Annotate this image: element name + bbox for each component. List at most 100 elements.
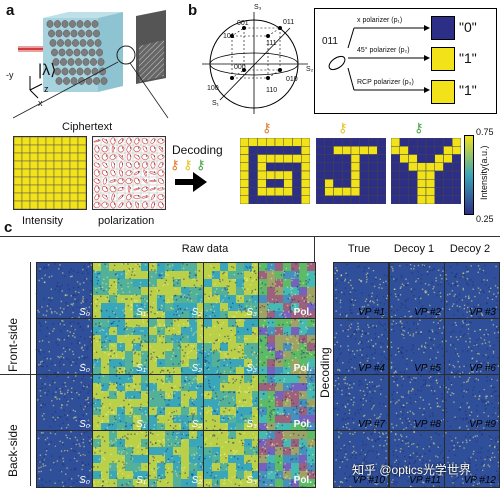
tile-label: VP #5 (414, 363, 441, 374)
decoding-tile-8: VP #8 (389, 374, 445, 432)
colorbar-title: Intensity(a.u.) (479, 145, 489, 200)
vertex-110: 110 (266, 87, 277, 94)
polarization-grid (92, 136, 166, 210)
tile-label: S₁ (136, 307, 146, 318)
result-swatch-3 (431, 80, 455, 104)
tile-label: S₀ (79, 475, 90, 486)
tile-label: S₂ (192, 475, 202, 486)
tile-label: S₃ (246, 419, 257, 430)
green-key-icon-2: ⚷ (414, 120, 424, 136)
tile-label: VP #2 (414, 307, 441, 318)
tile-label: Pol. (294, 419, 312, 430)
vertex-001: 001 (237, 20, 249, 27)
tile-label: S₁ (136, 475, 146, 486)
intensity-label: Intensity (22, 215, 63, 227)
decode-arrow-icon (175, 170, 209, 194)
colorbar (464, 135, 474, 215)
tile-label: Pol. (294, 363, 312, 374)
raw-tile-r1-c4: S₃ (203, 262, 261, 320)
decoding-header-true: True (333, 243, 385, 255)
result-value-1: "0" (459, 19, 477, 35)
raw-tile-r4-c2: S₁ (92, 430, 150, 488)
decoding-header-decoy2: Decoy 2 (442, 243, 498, 255)
raw-tile-r3-c5: Pol. (258, 374, 316, 432)
raw-tile-r3-c2: S₁ (92, 374, 150, 432)
vertex-011: 011 (283, 19, 294, 26)
tile-label: VP #4 (358, 363, 385, 374)
polarizer-row-2-label: 45° polarizer (p₂) (357, 47, 410, 54)
back-side-label: Back-side (6, 424, 20, 477)
polarizer-row-1-label: x polarizer (p₁) (357, 17, 402, 24)
panel-c-top-rule (0, 236, 500, 237)
axis-s1: S₁ (212, 100, 219, 107)
axis-s3: S₃ (254, 4, 262, 11)
decoding-tile-4: VP #4 (333, 318, 389, 376)
raw-tile-r3-c3: S₂ (148, 374, 206, 432)
decoding-tile-9: VP #9 (444, 374, 500, 432)
raw-tile-r1-c3: S₂ (148, 262, 206, 320)
tile-label: VP #6 (469, 363, 496, 374)
result-swatch-1 (431, 16, 455, 40)
decoding-tile-7: VP #7 (333, 374, 389, 432)
polarizer-row-3-label: RCP polarizer (p₃) (357, 79, 414, 86)
vertex-101: 101 (223, 33, 235, 40)
intensity-grid (13, 136, 87, 210)
decoding-side-label: Decoding (318, 347, 332, 398)
decoding-header-decoy1: Decoy 1 (386, 243, 442, 255)
tile-label: S₀ (79, 307, 90, 318)
tile-label: S₃ (246, 363, 257, 374)
vertex-000: 000 (234, 64, 246, 71)
decoded-J (316, 138, 386, 204)
decoding-tile-5: VP #5 (389, 318, 445, 376)
raw-tile-r2-c4: S₃ (203, 318, 261, 376)
result-swatch-2 (431, 47, 455, 71)
state-label: 011 (322, 36, 338, 47)
panel-c-label: c (4, 219, 12, 236)
tile-label: S₃ (246, 475, 257, 486)
raw-tile-r4-c1: S₀ (36, 430, 94, 488)
result-value-3: "1" (459, 82, 477, 98)
decoded-Y (391, 138, 461, 204)
raw-tile-r4-c5: Pol. (258, 430, 316, 488)
decoding-tile-12: VP #12 (444, 430, 500, 488)
tile-label: VP #7 (358, 419, 385, 430)
decoding-tile-3: VP #3 (444, 262, 500, 320)
tile-label: VP #3 (469, 307, 496, 318)
tile-label: VP #8 (414, 419, 441, 430)
decoding-tile-2: VP #2 (389, 262, 445, 320)
result-value-2: "1" (459, 50, 477, 66)
tile-label: Pol. (294, 307, 312, 318)
lambda-ket: |λ⟩ (38, 60, 56, 80)
colorbar-max: 0.75 (476, 127, 494, 137)
vertex-100: 100 (207, 85, 219, 92)
axis-y-label: -y (6, 70, 14, 80)
yellow-key-icon-2: ⚷ (338, 120, 348, 136)
decoding-label: Decoding (172, 143, 223, 157)
axis-z-label: z (44, 84, 49, 94)
raw-tile-r1-c5: Pol. (258, 262, 316, 320)
decoded-G (240, 138, 310, 204)
raw-tile-r4-c3: S₂ (148, 430, 206, 488)
raw-tile-r3-c1: S₀ (36, 374, 94, 432)
colorbar-min: 0.25 (476, 214, 494, 224)
watermark: 知乎 @optics光学世界 (352, 461, 471, 478)
metasurface-schematic (8, 10, 173, 120)
vertex-010: 010 (286, 76, 298, 83)
side-vertical-rule (30, 262, 31, 486)
raw-tile-r4-c4: S₃ (203, 430, 261, 488)
raw-tile-r2-c5: Pol. (258, 318, 316, 376)
raw-tile-r1-c2: S₁ (92, 262, 150, 320)
decoding-tile-6: VP #6 (444, 318, 500, 376)
tile-label: VP #1 (358, 307, 385, 318)
vertex-111: 111 (266, 40, 277, 47)
decoding-tile-11: VP #11 (389, 430, 445, 488)
raw-tile-r1-c1: S₀ (36, 262, 94, 320)
tile-label: S₃ (246, 307, 257, 318)
tile-label: VP #9 (469, 419, 496, 430)
decoding-tile-10: VP #10 (333, 430, 389, 488)
tile-label: S₂ (192, 307, 202, 318)
tile-label: S₂ (192, 363, 202, 374)
orange-key-icon-2: ⚷ (262, 120, 272, 136)
tile-label: S₀ (79, 363, 90, 374)
polarization-label: polarization (98, 215, 154, 227)
